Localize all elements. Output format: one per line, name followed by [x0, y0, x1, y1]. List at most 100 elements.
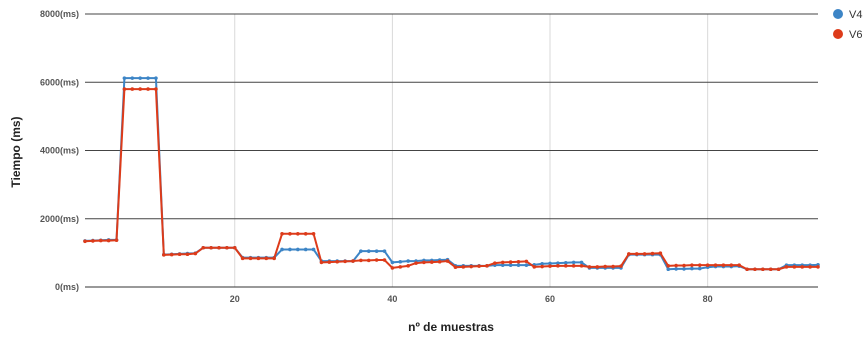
data-point-v6	[587, 265, 592, 269]
data-point-v6	[138, 87, 142, 91]
data-point-v6	[288, 231, 292, 236]
data-point-v6	[351, 259, 355, 263]
data-point-v6	[571, 264, 576, 268]
data-point-v6	[272, 256, 276, 261]
data-point-v4	[500, 263, 505, 267]
data-point-v4	[682, 267, 686, 271]
data-point-v6	[240, 256, 245, 261]
data-point-v6	[642, 252, 647, 256]
x-tick-label: 60	[545, 294, 555, 304]
data-point-v6	[445, 259, 450, 263]
data-point-v6	[524, 259, 529, 264]
data-point-v6	[800, 265, 805, 269]
data-point-v4	[548, 261, 552, 266]
data-point-v4	[579, 260, 584, 265]
data-point-v6	[682, 263, 686, 268]
data-point-v6	[816, 265, 820, 269]
data-point-v6	[422, 260, 426, 265]
series-line-v6	[84, 88, 818, 271]
data-point-v4	[398, 259, 403, 264]
data-point-v4	[122, 76, 127, 80]
data-point-v4	[508, 263, 513, 267]
data-point-v6	[406, 264, 410, 268]
data-point-v6	[390, 266, 395, 270]
data-point-v6	[114, 238, 119, 243]
data-point-v6	[563, 264, 568, 268]
data-point-v6	[532, 265, 537, 269]
data-point-v6	[122, 87, 127, 91]
data-point-v4	[303, 247, 308, 252]
data-point-v6	[500, 260, 505, 265]
data-point-v6	[83, 239, 87, 244]
legend: V4 V6	[833, 9, 862, 41]
data-point-v4	[288, 247, 292, 252]
data-point-v6	[91, 239, 95, 243]
data-point-v4	[130, 76, 135, 80]
data-point-v6	[603, 264, 607, 269]
data-point-v6	[745, 267, 749, 272]
data-point-v4	[138, 76, 142, 80]
data-point-v6	[130, 87, 135, 91]
data-point-v6	[280, 231, 284, 236]
series-v6	[83, 87, 820, 272]
x-axis-title: nº de muestras	[408, 320, 494, 334]
data-point-v6	[201, 245, 206, 250]
data-point-v6	[382, 258, 387, 262]
data-point-v4	[406, 259, 410, 263]
data-point-v6	[217, 245, 221, 250]
data-point-v6	[319, 260, 324, 265]
data-point-v4	[674, 267, 678, 271]
x-tick-label: 20	[230, 294, 240, 304]
y-tick-label: 4000(ms)	[40, 146, 79, 156]
data-point-v6	[556, 264, 560, 268]
data-point-v4	[571, 260, 576, 265]
data-point-v6	[666, 264, 671, 268]
legend-label: V6	[849, 29, 862, 41]
data-point-v4	[382, 249, 387, 253]
data-point-v6	[721, 263, 726, 267]
data-point-v6	[327, 260, 332, 264]
data-point-v4	[563, 260, 568, 265]
data-point-v6	[477, 264, 481, 268]
data-point-v6	[792, 265, 797, 269]
data-point-v4	[390, 260, 395, 265]
data-point-v4	[374, 249, 379, 253]
data-point-v6	[579, 264, 584, 268]
data-point-v4	[280, 247, 284, 252]
data-point-v6	[697, 263, 702, 267]
data-point-v4	[366, 249, 371, 253]
data-point-v4	[516, 263, 521, 267]
data-point-v6	[98, 238, 103, 243]
data-point-v6	[753, 267, 757, 272]
data-point-v6	[343, 259, 347, 264]
data-point-v6	[359, 258, 363, 263]
data-point-v6	[784, 265, 789, 269]
data-point-v4	[697, 266, 702, 271]
data-point-v6	[768, 267, 773, 272]
data-point-v6	[690, 263, 694, 267]
data-point-v4	[154, 76, 158, 80]
data-point-v6	[705, 263, 710, 267]
legend-label: V4	[849, 9, 862, 21]
data-point-v4	[556, 261, 560, 265]
data-point-v6	[508, 260, 513, 264]
data-point-v6	[437, 259, 442, 264]
data-point-v6	[311, 231, 316, 236]
data-point-v6	[516, 259, 521, 264]
legend-marker	[833, 29, 843, 39]
data-point-v4	[296, 247, 300, 252]
data-point-v6	[429, 260, 434, 264]
y-tick-label: 6000(ms)	[40, 77, 79, 87]
x-tick-label: 40	[387, 294, 397, 304]
data-point-v6	[729, 263, 734, 267]
data-point-v6	[162, 253, 166, 257]
data-point-v6	[540, 264, 544, 269]
data-point-v4	[540, 261, 544, 266]
data-point-v6	[761, 267, 765, 272]
data-point-v6	[366, 258, 371, 263]
data-point-v6	[209, 245, 213, 250]
data-point-v4	[311, 247, 316, 252]
data-point-v6	[619, 264, 623, 268]
data-point-v6	[146, 87, 150, 91]
